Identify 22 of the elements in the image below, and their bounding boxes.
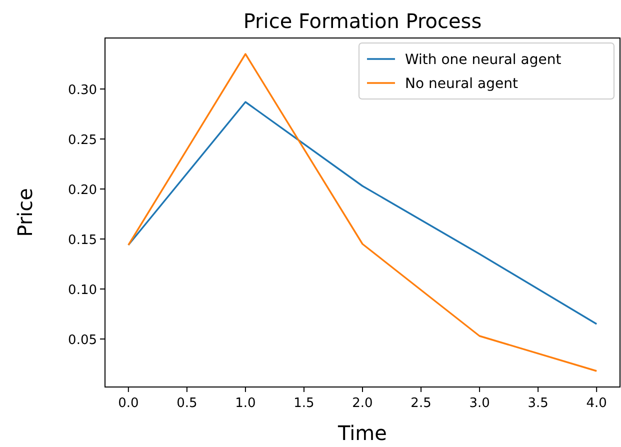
x-tick-label: 1.0 bbox=[235, 396, 256, 411]
x-tick-label: 3.0 bbox=[469, 396, 490, 411]
line-series bbox=[128, 53, 598, 372]
y-tick-label: 0.10 bbox=[68, 283, 97, 298]
x-tick-label: 0.5 bbox=[176, 396, 198, 411]
y-tick-label: 0.05 bbox=[68, 333, 97, 348]
line-series bbox=[128, 101, 598, 325]
x-tick-label: 4.0 bbox=[586, 396, 607, 411]
legend-label: With one neural agent bbox=[405, 52, 562, 68]
x-tick-label: 0.0 bbox=[118, 396, 139, 411]
y-axis-title: Price bbox=[13, 188, 37, 237]
y-tick-label: 0.30 bbox=[68, 83, 97, 98]
x-tick-label: 1.5 bbox=[294, 396, 314, 411]
x-tick-label: 3.5 bbox=[528, 396, 548, 411]
legend-label: No neural agent bbox=[405, 76, 518, 92]
y-tick-label: 0.20 bbox=[68, 183, 97, 198]
chart-title: Price Formation Process bbox=[243, 9, 482, 33]
y-tick-label: 0.25 bbox=[68, 133, 97, 148]
x-axis-title: Time bbox=[337, 421, 387, 445]
y-tick-label: 0.15 bbox=[68, 233, 97, 248]
x-tick-label: 2.5 bbox=[410, 396, 432, 411]
x-tick-label: 2.0 bbox=[352, 396, 373, 411]
